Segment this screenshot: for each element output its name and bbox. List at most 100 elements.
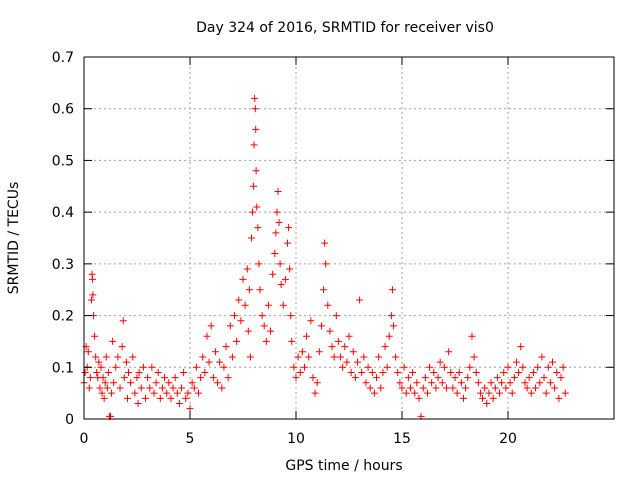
data-point [95, 358, 103, 366]
data-point [491, 384, 499, 392]
data-point [274, 187, 282, 195]
data-point [127, 379, 135, 387]
data-point [148, 363, 156, 371]
data-point [194, 389, 202, 397]
data-point [525, 374, 533, 382]
data-point [276, 260, 284, 268]
data-point [100, 394, 108, 402]
data-point [245, 286, 253, 294]
data-point [379, 368, 387, 376]
data-point [294, 353, 302, 361]
data-point [112, 363, 120, 371]
data-point [163, 389, 171, 397]
data-point [375, 353, 383, 361]
data-point [108, 389, 116, 397]
data-point [235, 296, 243, 304]
chart-title: Day 324 of 2016, SRMTID for receiver vis… [196, 20, 494, 36]
data-point [409, 368, 417, 376]
data-point [466, 363, 474, 371]
data-point [445, 348, 453, 356]
data-point [118, 343, 126, 351]
x-axis-title: GPS time / hours [285, 458, 402, 474]
data-point [96, 384, 104, 392]
data-point [101, 379, 109, 387]
data-point [199, 353, 207, 361]
data-point [390, 322, 398, 330]
data-point [396, 379, 404, 387]
data-point [356, 296, 364, 304]
data-point [288, 337, 296, 345]
data-point [281, 275, 289, 283]
data-point [249, 208, 257, 216]
data-point [400, 363, 408, 371]
data-point [258, 312, 266, 320]
data-point [453, 389, 461, 397]
data-point [129, 353, 137, 361]
data-point [120, 374, 128, 382]
data-point [538, 353, 546, 361]
data-point [269, 270, 277, 278]
data-point [534, 363, 542, 371]
data-point [186, 405, 194, 413]
data-point [388, 286, 396, 294]
data-point [504, 363, 512, 371]
data-point [267, 327, 275, 335]
data-point [347, 368, 355, 376]
data-point [358, 368, 366, 376]
data-point [255, 260, 263, 268]
data-point [364, 363, 372, 371]
data-point [404, 374, 412, 382]
data-point [87, 296, 95, 304]
data-point [476, 389, 484, 397]
data-point [123, 394, 131, 402]
data-point [370, 389, 378, 397]
data-point [373, 374, 381, 382]
data-point [228, 353, 236, 361]
data-point [360, 353, 368, 361]
data-point [542, 389, 550, 397]
data-point [158, 384, 166, 392]
data-point [109, 337, 117, 345]
data-point [134, 399, 142, 407]
data-point [317, 322, 325, 330]
data-point [415, 394, 423, 402]
data-point [523, 384, 531, 392]
data-point [279, 301, 287, 309]
data-point [131, 389, 139, 397]
data-point [326, 327, 334, 335]
data-point [119, 317, 127, 325]
data-point [246, 353, 254, 361]
data-point [88, 275, 96, 283]
data-point [139, 363, 147, 371]
data-point [307, 317, 315, 325]
data-point [464, 374, 472, 382]
data-point [423, 389, 431, 397]
data-point [239, 275, 247, 283]
data-point [102, 353, 110, 361]
data-point [449, 384, 457, 392]
data-point [328, 343, 336, 351]
data-point [114, 353, 122, 361]
data-point [99, 374, 107, 382]
data-point [277, 281, 285, 289]
data-point [430, 368, 438, 376]
data-point [487, 379, 495, 387]
data-point [188, 379, 196, 387]
data-point [209, 374, 217, 382]
data-point [247, 234, 255, 242]
data-point [334, 337, 342, 345]
data-point [432, 384, 440, 392]
data-point [529, 368, 537, 376]
data-point [254, 224, 262, 232]
data-point [339, 363, 347, 371]
data-point [226, 322, 234, 330]
data-point [211, 348, 219, 356]
data-point [253, 203, 261, 211]
data-point [320, 286, 328, 294]
data-point [313, 379, 321, 387]
data-point [250, 141, 258, 149]
data-point [428, 379, 436, 387]
data-point [116, 384, 124, 392]
y-tick-label: 0.6 [52, 102, 74, 118]
